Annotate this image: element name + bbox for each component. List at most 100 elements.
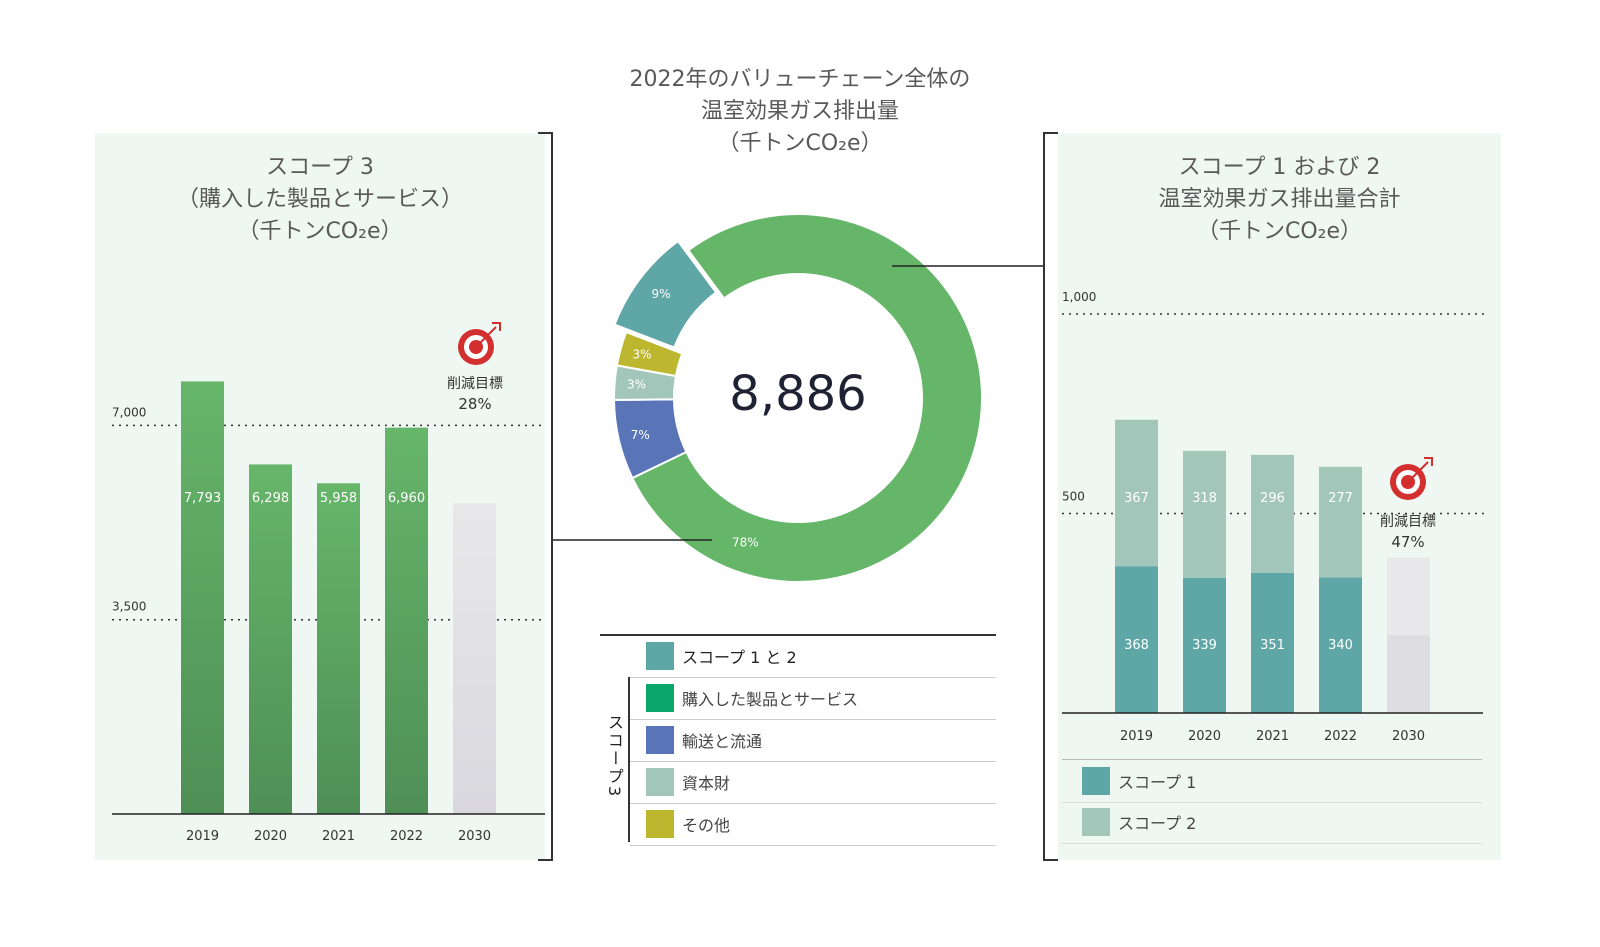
scope2-swatch: [1082, 808, 1110, 836]
scope12-bar-chart: 500 1,000 368 367 2019 339 318 2020 351 296 2021 34…: [1062, 290, 1485, 744]
scope3-bar: [317, 483, 360, 814]
scope3-target-icon: [458, 322, 501, 365]
scope12-title-line1: スコープ 1 および 2: [1178, 155, 1381, 180]
scope12-x-label: 2021: [1256, 729, 1289, 744]
scope1-bar: [1251, 572, 1294, 713]
legend-capital-swatch: [646, 768, 674, 796]
scope12-legend-scope2: スコープ 2: [1062, 801, 1482, 844]
scope12-ytick-label: 500: [1062, 490, 1085, 504]
scope2-bar: [1319, 466, 1362, 578]
scope3-title-line3: （千トンCO₂e）: [237, 219, 403, 244]
legend-group-label: スコープ3: [605, 714, 624, 799]
scope12-title: スコープ 1 および 2 温室効果ガス排出量合計 （千トンCO₂e）: [1058, 152, 1501, 248]
scope12-target-text: 削減目標: [1380, 514, 1436, 530]
scope1-value-label: 340: [1328, 638, 1353, 653]
donut-slice: [631, 213, 983, 583]
legend-transport-swatch: [646, 726, 674, 754]
legend-scope12-label: スコープ 1 と 2: [682, 648, 797, 667]
legend-item-purchased: 購入した製品とサービス: [630, 677, 996, 720]
center-title: 2022年のバリューチェーン全体の 温室効果ガス排出量 （千トンCO₂e）: [560, 64, 1040, 160]
scope12-legend-scope1: スコープ 1: [1062, 759, 1482, 803]
scope3-x-label: 2030: [458, 829, 491, 844]
scope12-target-label: 削減目標 47%: [1368, 512, 1448, 552]
scope3-x-label: 2019: [186, 829, 219, 844]
scope2-value-label: 277: [1328, 491, 1353, 506]
scope12-x-label: 2022: [1324, 729, 1357, 744]
scope3-bar: [181, 381, 224, 814]
scope3-title-line2: （購入した製品とサービス）: [176, 187, 463, 212]
scope12-x-label: 2019: [1120, 729, 1153, 744]
scope1-bar: [1319, 577, 1362, 713]
scope2-legend-label: スコープ 2: [1118, 814, 1197, 833]
scope1-value-label: 339: [1192, 638, 1217, 653]
center-title-line3: （千トンCO₂e）: [717, 131, 883, 156]
scope12-x-label: 2020: [1188, 729, 1221, 744]
scope3-x-label: 2020: [254, 829, 287, 844]
scope2-bar: [1115, 419, 1158, 567]
scope3-ytick-label: 3,500: [112, 600, 146, 614]
scope3-title-line1: スコープ 3: [266, 155, 374, 180]
scope3-bar-chart: 3,500 7,000 7,793 2019 6,298 2020 5,958 2021 6,9…: [112, 322, 545, 844]
donut-chart: 9% 78% 7% 3% 3%: [612, 213, 983, 583]
scope2-bar: [1387, 557, 1430, 636]
scope2-value-label: 318: [1192, 491, 1217, 506]
scope2-bar: [1251, 454, 1294, 573]
scope3-title: スコープ 3 （購入した製品とサービス） （千トンCO₂e）: [95, 152, 545, 248]
legend-other-swatch: [646, 810, 674, 838]
donut-slice: [613, 239, 718, 349]
scope12-ytick-label: 1,000: [1062, 290, 1096, 304]
donut-slice-label: 3%: [632, 347, 651, 361]
scope3-bar: [453, 503, 496, 814]
scope12-title-line3: （千トンCO₂e）: [1196, 219, 1363, 244]
scope3-value-label: 6,298: [252, 491, 289, 506]
scope1-value-label: 368: [1124, 638, 1149, 653]
center-title-line2: 温室効果ガス排出量: [700, 99, 899, 124]
scope3-value-label: 7,793: [184, 491, 221, 506]
legend-capital-label: 資本財: [682, 774, 731, 793]
donut-total: 8,886: [729, 366, 867, 422]
legend-group-bracket: [600, 677, 630, 842]
scope1-bar: [1115, 566, 1158, 713]
legend-item-capital: 資本財: [630, 761, 996, 804]
scope3-bar: [385, 427, 428, 814]
donut-slice-label: 3%: [627, 377, 646, 391]
bracket-left: [538, 132, 553, 861]
scope3-x-label: 2022: [390, 829, 423, 844]
scope1-bar: [1183, 577, 1226, 713]
scope1-value-label: 351: [1260, 638, 1285, 653]
scope12-title-line2: 温室効果ガス排出量合計: [1158, 187, 1401, 212]
legend-scope12: スコープ 1 と 2: [630, 635, 996, 678]
donut-slice-label: 78%: [732, 536, 759, 550]
donut-slice-label: 9%: [651, 287, 670, 301]
legend-item-other: その他: [630, 803, 996, 846]
scope3-ytick-label: 7,000: [112, 405, 146, 419]
scope3-target-text: 削減目標: [447, 376, 503, 392]
legend-purchased-label: 購入した製品とサービス: [682, 690, 859, 709]
scope12-target-value: 47%: [1391, 533, 1425, 551]
scope2-bar: [1183, 450, 1226, 578]
scope1-bar: [1387, 635, 1430, 713]
legend-other-label: その他: [682, 816, 731, 835]
scope3-value-label: 6,960: [388, 491, 425, 506]
center-title-line1: 2022年のバリューチェーン全体の: [629, 67, 971, 92]
bracket-right: [1043, 132, 1058, 861]
donut-slice-label: 7%: [631, 428, 650, 442]
scope3-x-label: 2021: [322, 829, 355, 844]
scope12-target-icon: [1390, 457, 1433, 500]
scope2-value-label: 296: [1260, 491, 1285, 506]
scope3-bar: [249, 464, 292, 814]
donut-slice: [615, 330, 684, 378]
legend-scope12-swatch: [646, 642, 674, 670]
scope3-value-label: 5,958: [320, 491, 357, 506]
legend-purchased-swatch: [646, 684, 674, 712]
scope1-legend-label: スコープ 1: [1118, 773, 1197, 792]
legend-top-rule: [600, 634, 996, 636]
scope1-swatch: [1082, 767, 1110, 795]
legend-transport-label: 輸送と流通: [682, 732, 763, 751]
legend-item-transport: 輸送と流通: [630, 719, 996, 762]
scope12-x-label: 2030: [1392, 729, 1425, 744]
scope3-target-label: 削減目標 28%: [435, 374, 515, 414]
scope2-value-label: 367: [1124, 491, 1149, 506]
scope3-target-value: 28%: [458, 395, 492, 413]
